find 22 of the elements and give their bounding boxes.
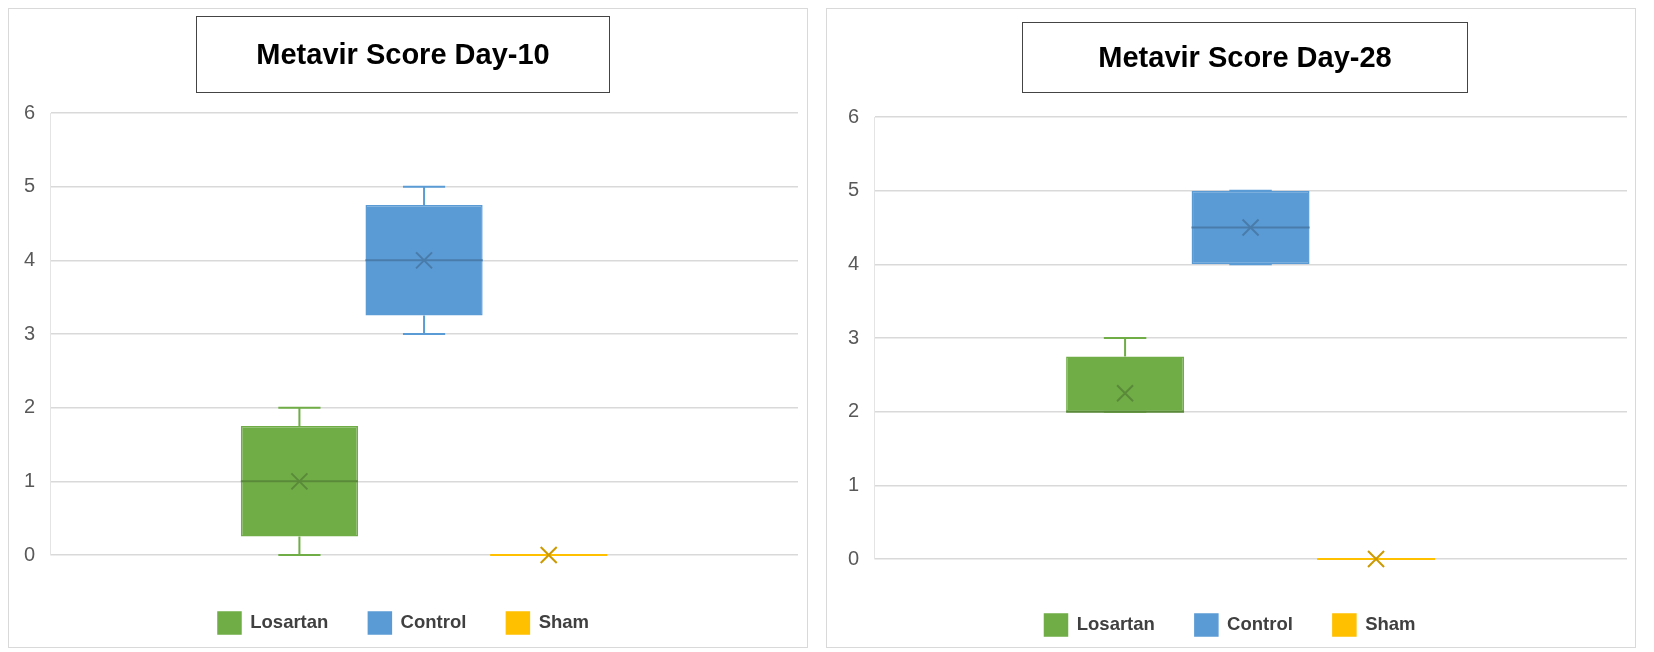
y-tick-label: 4	[24, 247, 36, 270]
legend-label: Sham	[1365, 613, 1416, 635]
legend-label: Losartan	[250, 611, 329, 633]
legend-label: Control	[1227, 613, 1293, 635]
y-tick-label: 2	[24, 395, 36, 418]
y-tick-label: 1	[24, 468, 36, 491]
legend-label: Sham	[538, 611, 590, 633]
chart-title: Metavir Score Day-10	[256, 37, 550, 71]
y-tick-label: 5	[848, 178, 860, 201]
y-tick-label: 5	[24, 174, 36, 197]
y-tick-label: 0	[848, 546, 860, 569]
legend-label: Control	[400, 611, 467, 633]
y-tick-label: 3	[848, 325, 860, 348]
y-tick-label: 3	[24, 321, 36, 344]
y-tick-label: 4	[848, 251, 860, 274]
chart-title: Metavir Score Day-28	[1098, 40, 1392, 74]
y-tick-label: 6	[848, 104, 860, 127]
y-tick-label: 6	[24, 100, 36, 123]
y-tick-label: 0	[24, 542, 36, 565]
y-tick-label: 2	[848, 399, 860, 422]
y-tick-label: 1	[848, 472, 860, 495]
legend-label: Losartan	[1076, 613, 1155, 635]
